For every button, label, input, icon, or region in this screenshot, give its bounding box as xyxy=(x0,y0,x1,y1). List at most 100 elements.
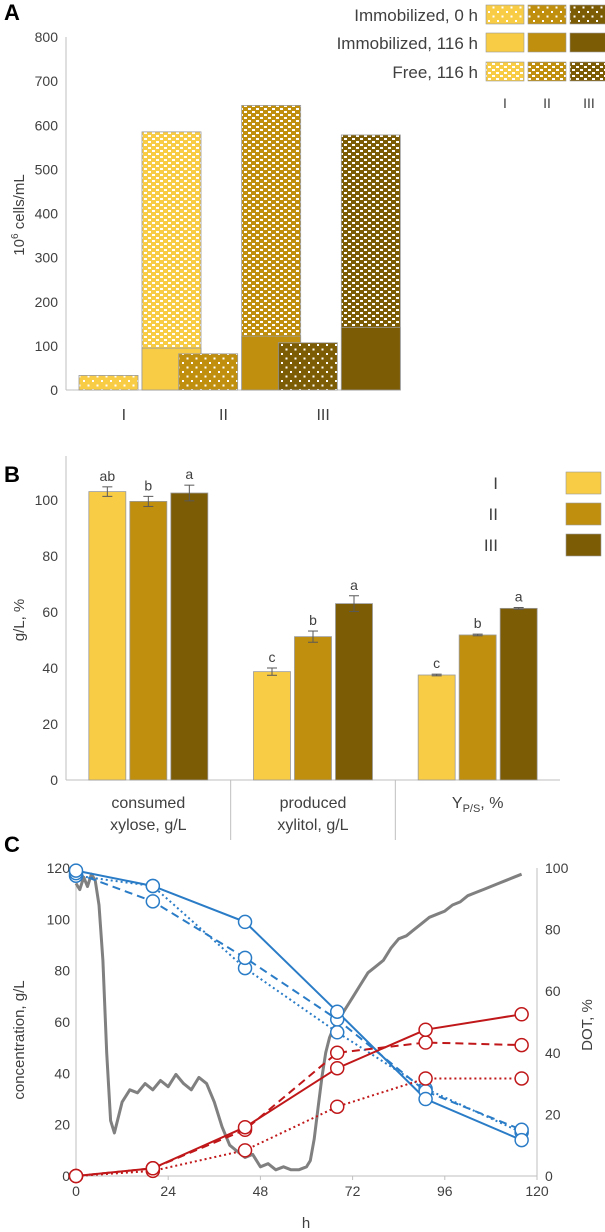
b-significance-letter: a xyxy=(185,466,193,482)
c-ytick-label: 20 xyxy=(54,1117,70,1133)
a-ytick-label: 100 xyxy=(35,338,59,354)
a-ytick-label: 200 xyxy=(35,294,59,310)
b-bar xyxy=(88,491,127,781)
b-ytick-label: 20 xyxy=(42,716,58,732)
c-y2tick-label: 20 xyxy=(545,1106,561,1122)
c-xtick-label: 0 xyxy=(72,1183,80,1199)
c-data-point xyxy=(145,878,161,894)
a-category-label: II xyxy=(219,407,228,424)
c-dot-line xyxy=(74,872,523,1172)
c-xtick-label: 48 xyxy=(253,1183,269,1199)
b-significance-letter: a xyxy=(350,577,358,593)
b-bar xyxy=(294,636,332,781)
a-legend-swatch xyxy=(527,32,567,53)
c-data-point xyxy=(329,1099,345,1114)
b-bar xyxy=(170,492,209,781)
c-series-line xyxy=(75,872,522,1131)
c-xtick-label: 24 xyxy=(160,1183,176,1199)
panel-c-xlabel: h xyxy=(302,1215,310,1232)
b-legend-swatch xyxy=(565,502,602,526)
panel-a-letter: A xyxy=(4,0,20,25)
c-ytick-label: 40 xyxy=(54,1065,70,1081)
c-series-line xyxy=(75,869,522,1142)
c-data-point xyxy=(418,1091,433,1107)
a-legend-column-label: III xyxy=(583,95,595,111)
c-data-point xyxy=(68,863,84,878)
a-legend-label: Immobilized, 0 h xyxy=(354,6,478,25)
b-category-label: YP/S, % xyxy=(452,795,504,815)
c-data-point xyxy=(237,914,253,930)
a-bar-free xyxy=(141,131,202,391)
c-data-point xyxy=(514,1007,529,1022)
c-data-point xyxy=(514,1132,529,1148)
c-xtick-label: 96 xyxy=(437,1183,453,1199)
a-legend-swatch xyxy=(569,61,605,82)
c-xtick-label: 120 xyxy=(525,1183,549,1199)
b-category-label: xylose, g/L xyxy=(110,817,187,834)
b-ytick-label: 60 xyxy=(42,604,58,620)
a-legend-swatch xyxy=(569,4,605,25)
c-series-line xyxy=(75,874,523,1134)
b-significance-letter: ab xyxy=(100,468,116,484)
a-legend-swatch xyxy=(527,4,567,25)
b-significance-letter: b xyxy=(144,477,152,493)
c-data-point xyxy=(514,1071,529,1086)
b-significance-letter: c xyxy=(433,655,440,671)
b-category-label: xylitol, g/L xyxy=(277,817,348,834)
c-y2tick-label: 80 xyxy=(545,922,561,938)
c-y2tick-label: 60 xyxy=(545,983,561,999)
c-ytick-label: 0 xyxy=(62,1168,70,1184)
c-y2tick-label: 40 xyxy=(545,1045,561,1061)
c-data-point xyxy=(237,1119,253,1135)
b-significance-letter: b xyxy=(309,612,317,628)
b-legend-label: I xyxy=(493,474,498,493)
panel-c-letter: C xyxy=(4,832,20,857)
b-significance-letter: a xyxy=(515,589,523,605)
b-significance-letter: b xyxy=(474,615,482,631)
c-data-point xyxy=(145,894,161,909)
c-data-point xyxy=(329,1060,345,1076)
a-legend-swatch xyxy=(485,4,525,25)
c-data-point xyxy=(68,1168,84,1184)
a-bar-116h xyxy=(340,326,401,391)
c-data-point xyxy=(237,950,253,966)
a-legend-swatch xyxy=(485,61,525,82)
panel-b-letter: B xyxy=(4,462,20,487)
a-legend-column-label: I xyxy=(503,95,507,111)
b-category-label: consumed xyxy=(111,795,185,812)
b-legend-swatch xyxy=(565,471,602,495)
panel-c-y2label: DOT, % xyxy=(579,999,596,1051)
c-data-point xyxy=(329,1004,345,1019)
a-bar-0h xyxy=(178,353,239,391)
c-series-line xyxy=(75,1013,522,1177)
c-data-point xyxy=(237,1143,253,1158)
c-ytick-label: 80 xyxy=(54,963,70,979)
b-legend-label: III xyxy=(484,536,498,555)
c-data-point xyxy=(329,1025,345,1040)
a-ytick-label: 400 xyxy=(35,206,59,222)
a-legend-swatch xyxy=(527,61,567,82)
b-ytick-label: 100 xyxy=(35,492,59,508)
a-ytick-label: 800 xyxy=(35,29,59,45)
c-data-point xyxy=(514,1037,529,1053)
c-y2tick-label: 0 xyxy=(545,1168,553,1184)
c-y2tick-label: 100 xyxy=(545,860,569,876)
c-ytick-label: 120 xyxy=(47,860,71,876)
c-data-point xyxy=(329,1045,345,1061)
c-series-line xyxy=(75,1041,522,1177)
b-legend-swatch xyxy=(565,533,602,557)
b-ytick-label: 40 xyxy=(42,660,58,676)
a-bar-0h xyxy=(78,375,139,391)
b-ytick-label: 0 xyxy=(50,772,58,788)
panel-b-ylabel: g/L, % xyxy=(11,599,28,642)
c-data-point xyxy=(145,1161,161,1176)
c-ytick-label: 60 xyxy=(54,1014,70,1030)
a-legend-swatch xyxy=(569,32,605,53)
a-category-label: I xyxy=(122,407,126,424)
a-ytick-label: 600 xyxy=(35,117,59,133)
a-category-label: III xyxy=(316,407,329,424)
b-bar xyxy=(335,603,373,781)
b-category-label: produced xyxy=(280,795,347,812)
